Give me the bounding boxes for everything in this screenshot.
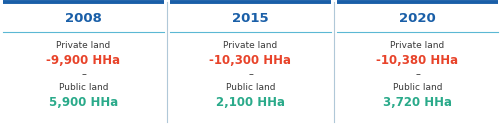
Text: –: –	[248, 69, 253, 79]
Text: -10,300 HHa: -10,300 HHa	[209, 55, 292, 67]
Text: Public land: Public land	[226, 82, 275, 92]
Text: -10,380 HHa: -10,380 HHa	[376, 55, 458, 67]
Text: 2,100 HHa: 2,100 HHa	[216, 95, 285, 108]
Text: Private land: Private land	[223, 42, 278, 50]
Text: 2008: 2008	[65, 13, 102, 26]
Text: -9,900 HHa: -9,900 HHa	[47, 55, 121, 67]
Text: 3,720 HHa: 3,720 HHa	[383, 95, 452, 108]
Text: 2015: 2015	[232, 13, 269, 26]
Text: 2020: 2020	[399, 13, 436, 26]
Text: 5,900 HHa: 5,900 HHa	[49, 95, 118, 108]
Text: –: –	[415, 69, 420, 79]
Text: Public land: Public land	[393, 82, 442, 92]
Text: Public land: Public land	[59, 82, 108, 92]
Text: –: –	[81, 69, 86, 79]
Text: Private land: Private land	[57, 42, 111, 50]
Text: Private land: Private land	[390, 42, 444, 50]
